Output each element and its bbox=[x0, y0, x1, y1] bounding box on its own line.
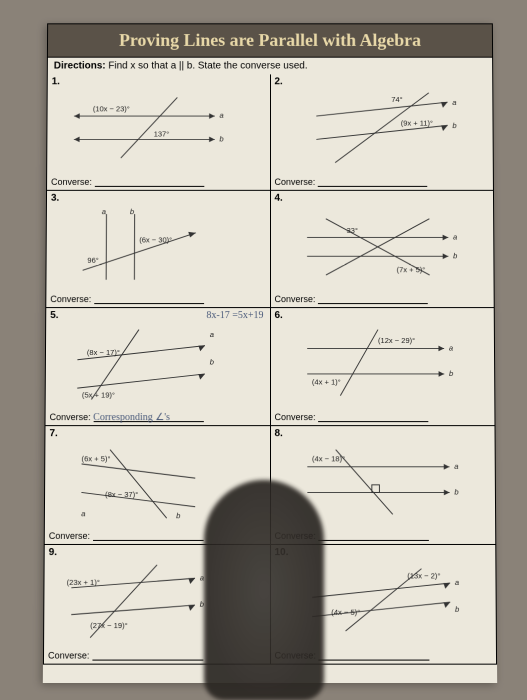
svg-text:b: b bbox=[453, 251, 457, 260]
svg-text:b: b bbox=[452, 121, 456, 130]
svg-text:(8x − 17)°: (8x − 17)° bbox=[87, 348, 120, 357]
problem-cell: 6. a b (12x − 29)° (4x + 1)° Converse: bbox=[270, 308, 495, 426]
diagram: a b 96° (6x − 30)° bbox=[54, 205, 261, 289]
problem-cell: 4. a b 33° (7x + 5)° Converse: bbox=[270, 191, 494, 308]
diagram: a b (12x − 29)° (4x + 1)° bbox=[278, 322, 486, 407]
converse-row: Converse: Corresponding ∠'s bbox=[50, 412, 204, 422]
converse-answer: Corresponding ∠'s bbox=[93, 412, 203, 422]
svg-text:(8x − 37)°: (8x − 37)° bbox=[105, 490, 138, 499]
problem-number: 8. bbox=[275, 428, 283, 439]
diagram: a b 33° (7x + 5)° bbox=[278, 205, 485, 289]
svg-text:a: a bbox=[452, 232, 456, 241]
converse-blank bbox=[318, 412, 428, 422]
svg-text:33°: 33° bbox=[346, 226, 357, 235]
svg-text:(4x + 1)°: (4x + 1)° bbox=[311, 377, 340, 386]
converse-row: Converse: bbox=[275, 412, 429, 422]
svg-text:(9x + 11)°: (9x + 11)° bbox=[400, 118, 432, 127]
svg-text:b: b bbox=[454, 487, 458, 496]
svg-text:a: a bbox=[454, 578, 458, 587]
svg-text:a: a bbox=[219, 111, 223, 120]
svg-text:a: a bbox=[452, 98, 456, 107]
svg-text:(7x + 5)°: (7x + 5)° bbox=[396, 265, 425, 274]
converse-blank bbox=[94, 177, 203, 187]
converse-label: Converse: bbox=[275, 412, 316, 422]
thumb-shadow bbox=[204, 480, 324, 700]
svg-text:74°: 74° bbox=[391, 95, 402, 104]
svg-text:b: b bbox=[219, 134, 223, 143]
svg-text:a: a bbox=[210, 330, 214, 339]
svg-text:b: b bbox=[210, 357, 214, 366]
converse-label: Converse: bbox=[51, 177, 92, 187]
svg-text:a: a bbox=[454, 462, 458, 471]
converse-row: Converse: bbox=[50, 294, 203, 304]
converse-blank bbox=[93, 531, 204, 541]
svg-text:a: a bbox=[102, 207, 106, 216]
converse-row: Converse: bbox=[51, 177, 204, 187]
problem-cell: 5. 8x-17 =5x+19 a b (8x − 17)° (5x + 19)… bbox=[46, 308, 271, 426]
svg-text:(10x − 23)°: (10x − 23)° bbox=[93, 104, 130, 113]
directions-label: Directions: bbox=[54, 61, 106, 72]
svg-text:(6x + 5)°: (6x + 5)° bbox=[82, 454, 111, 463]
svg-text:a: a bbox=[448, 343, 452, 352]
converse-blank bbox=[318, 531, 429, 541]
problem-number: 1. bbox=[52, 76, 60, 87]
svg-text:(5x + 19)°: (5x + 19)° bbox=[82, 391, 115, 400]
svg-text:137°: 137° bbox=[154, 130, 170, 139]
problem-number: 3. bbox=[51, 193, 59, 204]
svg-text:(13x − 2)°: (13x − 2)° bbox=[407, 571, 440, 580]
diagram: a b 74° (9x + 11)° bbox=[278, 88, 484, 172]
svg-text:(4x − 18)°: (4x − 18)° bbox=[312, 454, 345, 463]
converse-label: Converse: bbox=[48, 650, 89, 660]
problem-number: 2. bbox=[274, 76, 282, 87]
svg-text:b: b bbox=[130, 207, 134, 216]
page-title: Proving Lines are Parallel with Algebra bbox=[47, 23, 493, 57]
problem-number: 9. bbox=[49, 547, 57, 558]
directions-text: Find x so that a || b. State the convers… bbox=[106, 61, 308, 72]
converse-blank bbox=[94, 294, 204, 304]
svg-text:(6x − 30)°: (6x − 30)° bbox=[139, 235, 172, 244]
svg-text:(4x − 5)°: (4x − 5)° bbox=[331, 608, 360, 617]
converse-row: Converse: bbox=[274, 294, 427, 304]
converse-label: Converse: bbox=[50, 294, 91, 304]
converse-label: Converse: bbox=[274, 177, 315, 187]
converse-blank bbox=[92, 650, 203, 660]
directions-row: Directions: Find x so that a || b. State… bbox=[47, 58, 493, 75]
converse-label: Converse: bbox=[274, 294, 315, 304]
problem-number: 5. bbox=[50, 310, 58, 321]
svg-text:(12x − 29)°: (12x − 29)° bbox=[377, 336, 414, 345]
converse-row: Converse: bbox=[274, 177, 427, 187]
problem-number: 6. bbox=[274, 310, 282, 321]
converse-label: Converse: bbox=[50, 412, 91, 422]
converse-label: Converse: bbox=[49, 531, 90, 541]
problem-cell: 2. a b 74° (9x + 11)° Converse: bbox=[270, 74, 493, 190]
diagram: a b (10x − 23)° 137° bbox=[55, 88, 261, 172]
svg-text:(23x + 1)°: (23x + 1)° bbox=[67, 578, 100, 587]
diagram: a b (8x − 17)° (5x + 19)° bbox=[54, 322, 262, 407]
handwritten-work: 8x-17 =5x+19 bbox=[206, 310, 263, 321]
problem-number: 7. bbox=[49, 428, 57, 439]
svg-text:b: b bbox=[454, 605, 458, 614]
svg-text:(27x − 19)°: (27x − 19)° bbox=[90, 621, 128, 630]
svg-text:96°: 96° bbox=[87, 256, 98, 265]
converse-blank bbox=[318, 177, 427, 187]
converse-row: Converse: bbox=[48, 650, 203, 660]
converse-blank bbox=[318, 294, 428, 304]
svg-text:b: b bbox=[448, 369, 452, 378]
problem-number: 4. bbox=[274, 193, 282, 204]
problem-cell: 1. a b (10x − 23)° 137° Converse: bbox=[47, 74, 270, 190]
converse-blank bbox=[318, 650, 429, 660]
problem-cell: 3. a b 96° (6x − 30)° Converse: bbox=[46, 191, 270, 308]
svg-text:b: b bbox=[176, 511, 180, 520]
svg-text:a: a bbox=[81, 509, 85, 518]
converse-row: Converse: bbox=[49, 531, 203, 541]
